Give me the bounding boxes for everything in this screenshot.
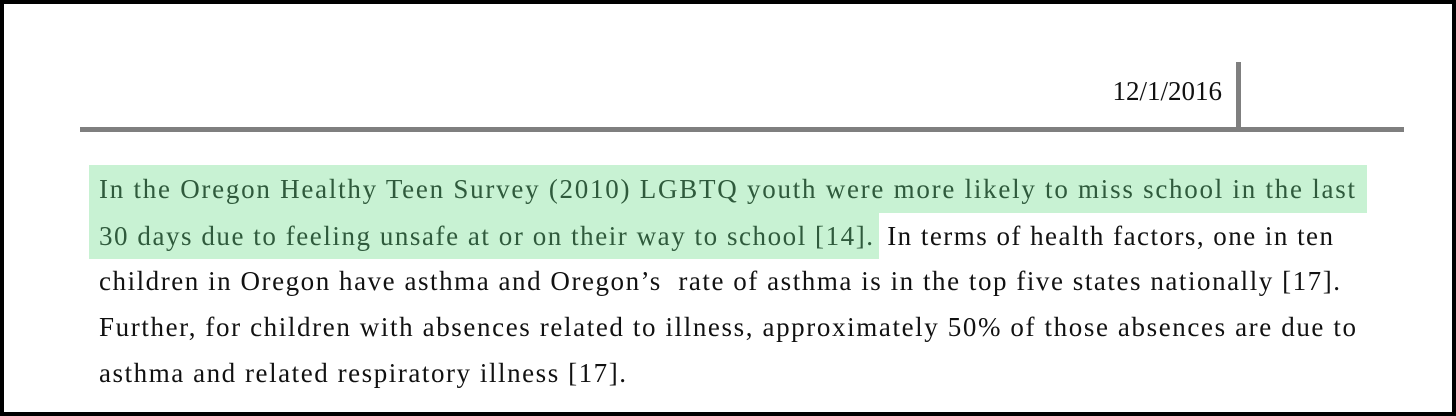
body-text: asthma and related respiratory illness [… [99,358,626,388]
highlight [89,212,879,259]
body-text: In terms of health factors, one in ten [879,221,1334,251]
header-date: 12/1/2016 [1112,76,1222,106]
body-text: Further, for children with absences rela… [99,312,1356,342]
body-text: children in Oregon have asthma and Orego… [99,266,1340,296]
highlighted-text: In the Oregon Healthy Teen Survey (2010)… [99,174,1355,204]
highlight [89,165,1367,213]
highlighted-text: 30 days due to feeling unsafe at or on t… [99,221,873,251]
header-divider [1236,62,1241,130]
header-rule [80,127,1404,132]
